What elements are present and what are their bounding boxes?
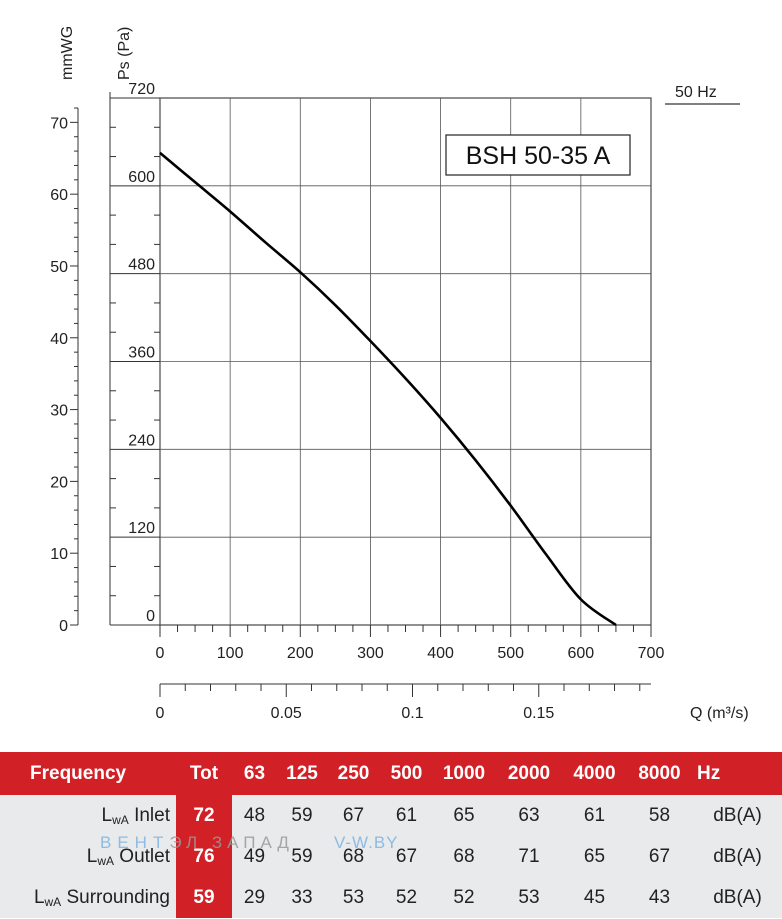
q-tick-label: 0 [156, 705, 165, 722]
table-row-surrounding: LwA Surrounding 59 29 33 53 52 52 53 45 … [0, 877, 782, 918]
band-value: 53 [342, 886, 365, 908]
band-value: 68 [342, 845, 365, 867]
mmwg-tick-label: 40 [50, 331, 68, 348]
mmwg-tick-label: 70 [50, 115, 68, 132]
unit-value: dB(A) [713, 845, 762, 867]
q-tick-label: 0.15 [523, 705, 554, 722]
unit-value: dB(A) [713, 804, 762, 826]
grid-lines [159, 97, 652, 626]
band-header: 8000 [638, 762, 681, 784]
band-header: 250 [337, 762, 370, 784]
band-value: 59 [291, 845, 313, 867]
watermark: ВЕНТЭЛ ЗАПАД V-W.BY [100, 833, 399, 852]
axes [70, 92, 652, 697]
band-value: 53 [518, 886, 540, 908]
band-header: 63 [243, 762, 266, 784]
model-box [445, 134, 631, 176]
tot-header: Tot [189, 762, 219, 784]
band-value: 49 [243, 845, 266, 867]
x-tick-label: 600 [568, 645, 595, 662]
sound-power-table: Frequency Tot 63 125 250 500 1000 2000 4… [0, 752, 782, 918]
band-value: 29 [243, 886, 266, 908]
q-axis-title: Q (m³/s) [690, 705, 749, 722]
band-header: 500 [390, 762, 423, 784]
band-value: 67 [342, 804, 365, 826]
mmwg-axis-title: mmWG [59, 26, 76, 80]
frequency-label: 50 Hz [675, 84, 717, 101]
x-tick-label: 0 [156, 645, 165, 662]
ps-tick-label: 120 [128, 520, 155, 537]
ps-axis-title: Ps (Pa) [116, 27, 133, 80]
mmwg-tick-label: 0 [59, 618, 68, 635]
row-label: LwA Outlet [86, 845, 170, 868]
tot-value: 59 [176, 877, 232, 918]
x-tick-label: 100 [217, 645, 244, 662]
table-row-outlet: LwA Outlet 76 49 59 68 67 68 71 65 67 dB… [0, 836, 782, 877]
ps-tick-label: 0 [146, 608, 155, 625]
unit-header: Hz [697, 762, 721, 784]
model-name: BSH 50-35 A [466, 142, 611, 170]
band-header: 1000 [442, 762, 486, 784]
mmwg-tick-label: 10 [50, 546, 68, 563]
ps-tick-label: 360 [128, 345, 155, 362]
table-header-row: Frequency Tot 63 125 250 500 1000 2000 4… [0, 752, 782, 795]
tot-value: 72 [176, 795, 232, 836]
band-value: 45 [583, 886, 606, 908]
tot-value: 76 [176, 836, 232, 877]
band-value: 52 [453, 886, 475, 908]
band-header: 4000 [573, 762, 616, 784]
band-value: 65 [453, 804, 475, 826]
x-tick-label: 700 [638, 645, 665, 662]
row-label: LwA Surrounding [33, 886, 170, 909]
band-value: 68 [453, 845, 475, 867]
row-label: LwA Inlet [101, 804, 170, 827]
band-value: 58 [648, 804, 671, 826]
ps-tick-label: 240 [128, 432, 155, 449]
q-tick-label: 0.1 [401, 705, 423, 722]
band-value: 67 [395, 845, 418, 867]
band-value: 61 [583, 804, 606, 826]
band-value: 63 [518, 804, 540, 826]
ps-tick-label: 720 [128, 81, 155, 98]
mmwg-tick-label: 60 [50, 187, 68, 204]
band-header: 2000 [507, 762, 551, 784]
x-tick-label: 500 [497, 645, 524, 662]
band-header: 125 [286, 762, 318, 784]
band-value: 43 [648, 886, 671, 908]
x-tick-label: 200 [287, 645, 314, 662]
band-value: 71 [518, 845, 540, 867]
mmwg-tick-label: 30 [50, 403, 68, 420]
band-value: 48 [243, 804, 266, 826]
mmwg-tick-label: 50 [50, 259, 68, 276]
mmwg-tick-label: 20 [50, 474, 68, 491]
band-value: 67 [648, 845, 671, 867]
x-tick-label: 400 [427, 645, 454, 662]
q-tick-label: 0.05 [271, 705, 302, 722]
band-value: 33 [291, 886, 313, 908]
frequency-header: Frequency [30, 762, 127, 784]
table-row-inlet: LwA Inlet 72 48 59 67 61 65 63 61 58 dB(… [0, 795, 782, 836]
x-tick-label: 300 [357, 645, 384, 662]
band-value: 52 [395, 886, 418, 908]
band-value: 65 [583, 845, 606, 867]
band-value: 61 [395, 804, 418, 826]
ps-tick-label: 480 [128, 257, 155, 274]
band-value: 59 [291, 804, 313, 826]
unit-value: dB(A) [713, 886, 762, 908]
pressure-curve [159, 151, 617, 627]
ps-tick-label: 600 [128, 169, 155, 186]
